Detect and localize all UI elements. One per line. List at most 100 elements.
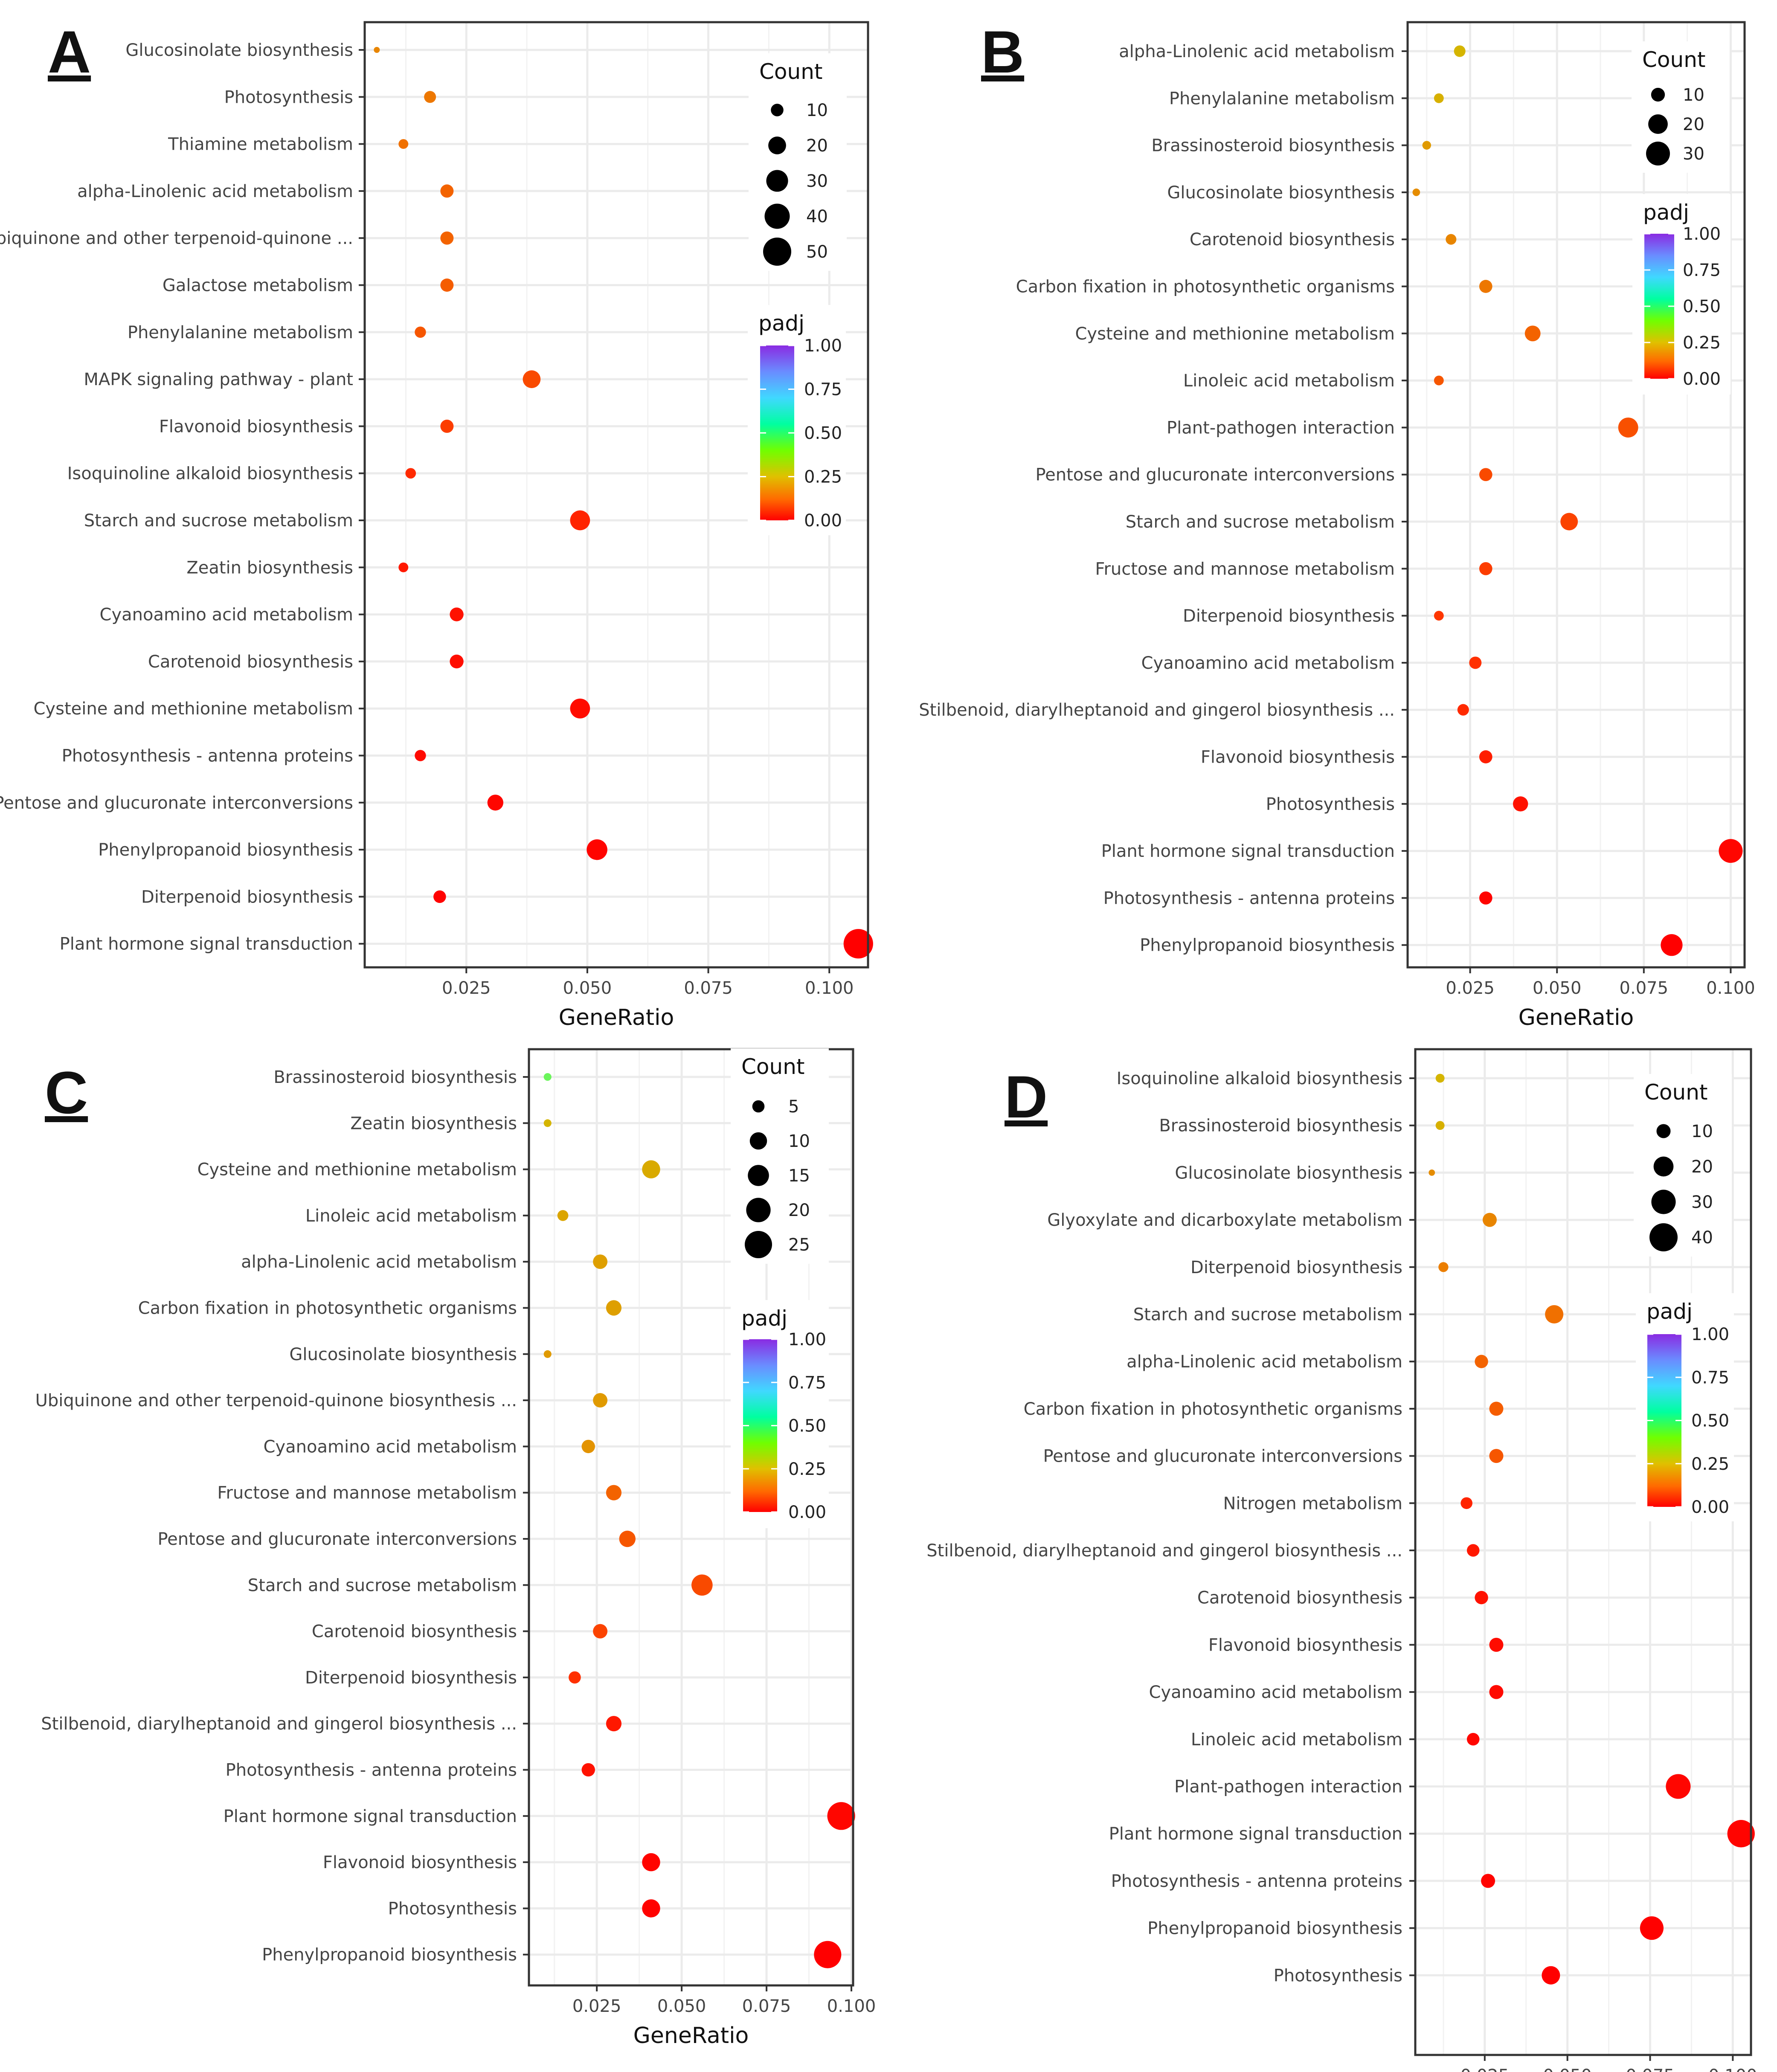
category-label: Flavonoid biosynthesis [323, 1853, 517, 1872]
padj-legend-label: 1.00 [804, 336, 842, 356]
category-label: Plant hormone signal transduction [224, 1807, 517, 1826]
count-legend-dot [768, 136, 786, 154]
x-tick-label: 0.025 [1446, 978, 1495, 998]
count-legend-label: 20 [806, 136, 828, 156]
category-label: Plant hormone signal transduction [60, 934, 353, 954]
count-legend-label: 10 [788, 1132, 810, 1151]
count-legend-dot [748, 1165, 769, 1186]
x-tick-label: 0.100 [1708, 2066, 1757, 2072]
data-point [440, 279, 454, 292]
category-label: MAPK signaling pathway - plant [84, 370, 353, 389]
category-label: Starch and sucrose metabolism [84, 511, 353, 531]
data-point [543, 1119, 552, 1127]
padj-legend-label: 1.00 [1691, 1325, 1729, 1344]
data-point [1435, 1074, 1445, 1083]
padj-legend-title: padj [758, 311, 804, 336]
data-point [1513, 796, 1528, 812]
padj-legend-label: 0.50 [1683, 297, 1721, 316]
category-label: Fructose and mannose metabolism [1095, 559, 1395, 579]
count-legend-dot [752, 1100, 765, 1113]
padj-legend-label: 0.00 [804, 511, 842, 531]
category-label: Cysteine and methionine metabolism [34, 699, 354, 719]
count-legend-title: Count [759, 59, 823, 84]
legend-background [731, 1048, 829, 1264]
x-tick-label: 0.025 [572, 1997, 621, 2016]
data-point [827, 1802, 855, 1830]
data-point [587, 839, 607, 860]
count-legend-dot [1656, 1124, 1671, 1138]
data-point [642, 1160, 660, 1178]
category-label: Diterpenoid biosynthesis [141, 887, 353, 907]
category-label: Carotenoid biosynthesis [1197, 1588, 1402, 1608]
x-tick-label: 0.075 [1626, 2066, 1675, 2072]
data-point [814, 1941, 842, 1968]
category-label: Pentose and glucuronate interconversions [157, 1529, 517, 1549]
count-legend-label: 5 [788, 1097, 799, 1117]
padj-legend-label: 1.00 [788, 1330, 826, 1349]
count-legend-dot [1646, 142, 1670, 165]
panel-letter: D [1005, 1063, 1048, 1130]
category-label: Plant-pathogen interaction [1174, 1777, 1402, 1797]
category-label: Photosynthesis [1274, 1966, 1402, 1985]
data-point [1560, 513, 1578, 531]
category-label: Plant-pathogen interaction [1167, 418, 1395, 438]
data-point [1618, 417, 1638, 438]
count-legend: Count 5 10 15 20 25 [731, 1048, 829, 1264]
category-label: Flavonoid biosynthesis [1208, 1635, 1402, 1655]
data-point [1489, 1402, 1504, 1416]
category-label: Cysteine and methionine metabolism [197, 1160, 517, 1180]
category-label: alpha-Linolenic acid metabolism [77, 182, 353, 201]
data-point [1446, 234, 1457, 245]
padj-legend-label: 0.75 [788, 1373, 826, 1393]
padj-legend-label: 0.25 [1683, 333, 1721, 353]
category-label: Linoleic acid metabolism [1191, 1730, 1402, 1750]
count-legend-title: Count [1644, 1080, 1708, 1105]
plot-border [363, 21, 869, 969]
category-label: Ubiquinone and other terpenoid-quinone b… [35, 1391, 517, 1410]
padj-legend-label: 0.25 [804, 467, 842, 487]
category-label: Carotenoid biosynthesis [312, 1622, 517, 1642]
count-legend: Count 10 20 30 40 [1634, 1074, 1732, 1257]
category-label: Isoquinoline alkaloid biosynthesis [1117, 1069, 1402, 1088]
category-label: Photosynthesis - antenna proteins [226, 1761, 517, 1780]
data-point [523, 370, 541, 388]
data-point [543, 1073, 552, 1081]
padj-legend-title: padj [741, 1306, 787, 1331]
category-label: alpha-Linolenic acid metabolism [241, 1252, 517, 1272]
data-point [1429, 1169, 1435, 1176]
category-label: alpha-Linolenic acid metabolism [1119, 42, 1395, 61]
category-label: Stilbenoid, diarylheptanoid and gingerol… [926, 1541, 1402, 1561]
data-point [398, 139, 409, 149]
x-tick-label: 0.025 [1461, 2066, 1510, 2072]
count-legend-dot [764, 203, 790, 229]
count-legend-title: Count [741, 1054, 805, 1079]
data-point [1466, 1544, 1480, 1557]
category-label: Photosynthesis - antenna proteins [62, 746, 353, 766]
category-label: Glucosinolate biosynthesis [289, 1345, 517, 1364]
count-legend-dot [1648, 114, 1668, 134]
category-label: Cyanoamino acid metabolism [100, 605, 353, 625]
count-legend-dot [771, 104, 784, 116]
category-label: Starch and sucrose metabolism [1126, 512, 1395, 532]
padj-legend-title: padj [1646, 1299, 1693, 1324]
category-label: Isoquinoline alkaloid biosynthesis [67, 464, 353, 484]
category-label: Carotenoid biosynthesis [1190, 230, 1395, 250]
x-tick-label: 0.050 [563, 978, 612, 998]
count-legend-label: 30 [1683, 144, 1704, 164]
data-point [1489, 1637, 1504, 1652]
category-label: Diterpenoid biosynthesis [1183, 607, 1395, 626]
category-label: Starch and sucrose metabolism [1133, 1305, 1402, 1325]
data-point [642, 1899, 660, 1918]
data-point [843, 929, 873, 959]
category-label: Cyanoamino acid metabolism [1141, 653, 1395, 673]
category-label: Glucosinolate biosynthesis [125, 41, 353, 60]
x-axis-title: GeneRatio [559, 1005, 674, 1030]
data-point [543, 1350, 552, 1358]
data-point [1479, 468, 1492, 482]
plot-border [1406, 21, 1746, 969]
x-tick-label: 0.075 [684, 978, 733, 998]
data-point [374, 47, 380, 53]
